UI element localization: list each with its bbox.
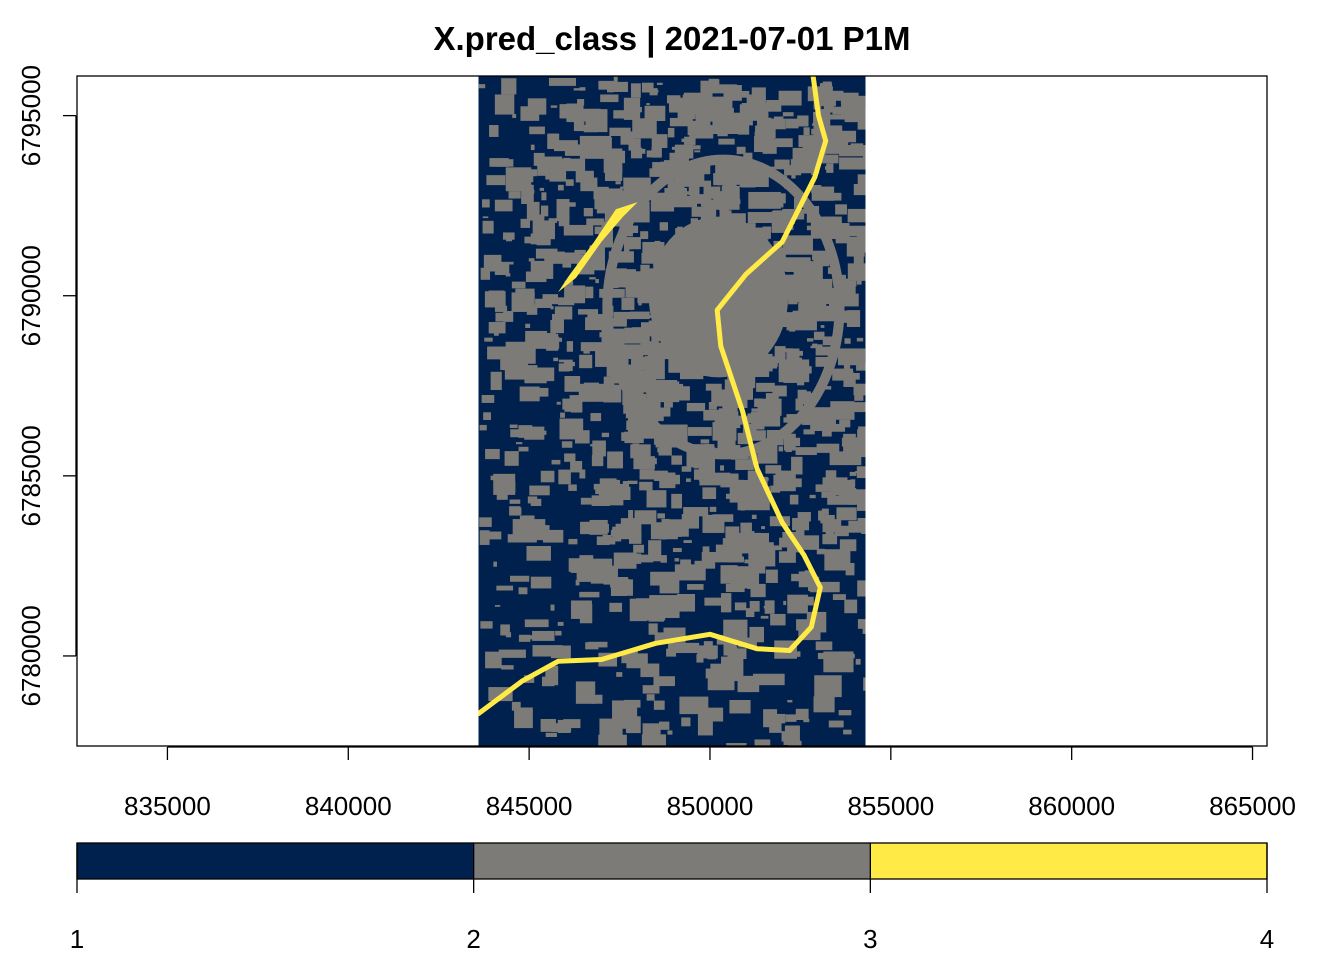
ring-road — [602, 154, 845, 460]
x-tick-label: 845000 — [486, 791, 573, 821]
legend-label: 4 — [1260, 924, 1274, 954]
x-tick-label: 860000 — [1028, 791, 1115, 821]
y-tick-label: 6785000 — [16, 425, 46, 526]
legend-swatch — [77, 843, 474, 879]
x-tick-label: 865000 — [1209, 791, 1296, 821]
legend-swatch — [870, 843, 1267, 879]
x-tick-label: 840000 — [305, 791, 392, 821]
legend-swatch — [473, 843, 871, 879]
y-tick-label: 6780000 — [16, 605, 46, 706]
plot-frame — [76, 75, 1268, 747]
y-axis: 6780000 6785000 6790000 6795000 — [16, 65, 77, 707]
x-axis: 835000 840000 845000 850000 855000 860000 8650… — [124, 746, 1296, 821]
river — [478, 76, 829, 717]
x-tick-label: 850000 — [667, 791, 754, 821]
color-legend: 1 2 3 4 — [70, 842, 1274, 954]
legend-label: 1 — [70, 924, 84, 954]
x-tick-label: 855000 — [847, 791, 934, 821]
y-tick-label: 6790000 — [16, 245, 46, 346]
y-tick-label: 6795000 — [16, 65, 46, 166]
lake — [558, 202, 638, 293]
city-core — [648, 216, 789, 378]
raster-layer — [478, 76, 866, 746]
plot-title: X.pred_class | 2021-07-01 P1M — [433, 20, 910, 57]
x-tick-label: 835000 — [124, 791, 211, 821]
legend-label: 3 — [863, 924, 877, 954]
legend-label: 2 — [466, 924, 480, 954]
